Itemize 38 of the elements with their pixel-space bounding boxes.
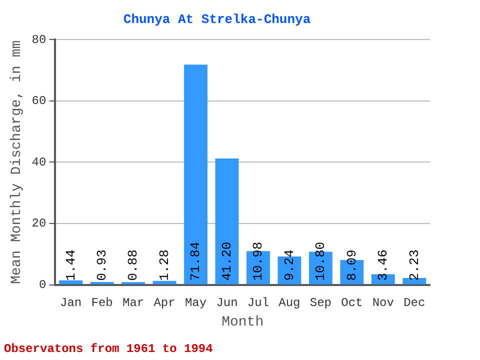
x-tick-label: Oct — [341, 296, 363, 310]
x-tick-label: Jul — [247, 296, 270, 310]
bar — [152, 280, 176, 284]
data-label: 0.88 — [126, 250, 141, 281]
x-tick-label: Jan — [60, 296, 82, 310]
data-label: 9.24 — [282, 249, 297, 281]
bar — [90, 282, 114, 284]
data-label: 41.20 — [219, 242, 234, 281]
data-label: 1.44 — [63, 249, 78, 281]
data-label: 0.93 — [94, 250, 110, 281]
x-tick-label: Apr — [154, 296, 176, 310]
y-axis-title: Mean Monthly Discharge, in mm — [9, 40, 26, 284]
y-tick-label: 80 — [32, 32, 46, 47]
x-tick-label: Nov — [372, 296, 394, 310]
x-tick-label: Aug — [278, 296, 300, 310]
x-tick-label: Jun — [216, 296, 238, 310]
bar — [184, 64, 208, 284]
x-tick-label: Sep — [310, 296, 332, 310]
data-label: 1.28 — [156, 250, 172, 281]
data-label: 10.80 — [313, 242, 328, 281]
x-tick-label: Feb — [91, 296, 113, 310]
data-label: 10.98 — [250, 242, 266, 281]
text: Observatons from 1961 to 1994 — [4, 342, 213, 356]
y-tick-label: 40 — [32, 155, 46, 170]
y-tick-label: 60 — [32, 94, 46, 108]
x-tick-label: Dec — [404, 296, 426, 310]
data-label: 8.09 — [344, 250, 360, 281]
x-axis-title: Month — [222, 314, 264, 330]
x-tick-label: May — [184, 296, 207, 310]
x-tick-label: Mar — [122, 296, 144, 310]
data-label: 71.84 — [188, 242, 204, 281]
chart-title: Chunya At Strelka-Chunya — [123, 12, 311, 28]
y-tick-label: 20 — [32, 216, 46, 231]
bar — [59, 280, 83, 284]
y-tick-label: 0 — [39, 278, 46, 292]
bar — [215, 158, 239, 284]
data-label: 2.23 — [406, 250, 422, 281]
data-label: 3.46 — [376, 250, 391, 281]
